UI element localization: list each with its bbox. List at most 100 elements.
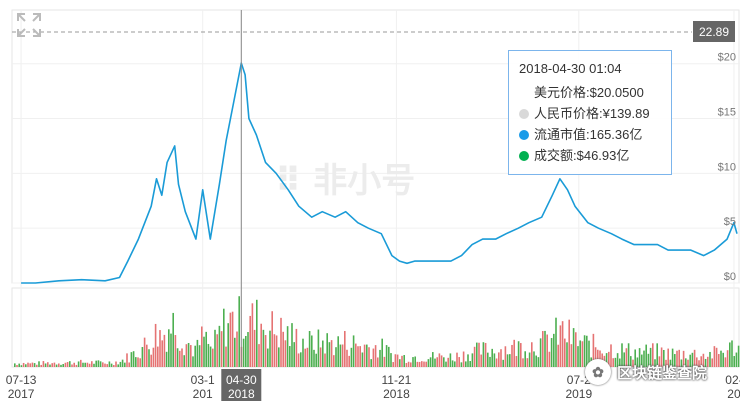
volume-bar	[344, 330, 346, 367]
volume-bar	[410, 362, 412, 367]
volume-bar	[201, 326, 203, 367]
volume-bar	[594, 347, 597, 367]
y-tick-label: $20	[718, 52, 736, 64]
volume-bar	[718, 354, 720, 367]
volume-bar	[106, 364, 108, 367]
x-tick-label: 02-	[725, 373, 740, 387]
volume-bar	[82, 362, 84, 367]
volume-bar	[236, 331, 238, 367]
volume-bar	[269, 330, 271, 367]
volume-bar	[731, 340, 733, 367]
volume-bar	[284, 340, 287, 367]
volume-bar	[665, 359, 667, 367]
volume-bar	[647, 353, 650, 367]
volume-bar	[418, 361, 421, 367]
x-tick-label: 03-1	[191, 373, 215, 387]
volume-bar	[278, 347, 280, 367]
volume-bar	[335, 347, 337, 367]
volume-bar	[273, 334, 276, 367]
volume-bar	[575, 332, 577, 367]
volume-bar	[249, 315, 251, 367]
volume-bar	[203, 336, 205, 367]
volume-bar	[245, 336, 247, 367]
watermark-account: 区块链鉴查院	[617, 364, 708, 382]
crosshair: 22.89	[12, 10, 735, 367]
volume-bar	[689, 354, 691, 367]
volume-bar	[315, 353, 317, 367]
volume-bar	[163, 334, 166, 367]
volume-bar	[137, 357, 139, 367]
current-price-tag	[693, 21, 735, 42]
volume-bar	[722, 352, 724, 367]
volume-bar	[62, 364, 64, 367]
volume-bar	[458, 357, 460, 367]
volume-bar	[682, 350, 685, 367]
volume-bar	[726, 350, 729, 367]
volume-bar	[696, 357, 698, 367]
volume-bar	[121, 359, 124, 367]
volume-bar	[476, 342, 478, 367]
volume-bar	[535, 355, 537, 367]
volume-bar	[412, 357, 414, 367]
volume-bar	[218, 325, 221, 367]
volume-bar	[324, 353, 326, 367]
volume-bar	[38, 361, 40, 367]
volume-bar	[84, 362, 86, 367]
volume-bar	[256, 299, 258, 367]
volume-bar	[702, 353, 705, 367]
volume-bar	[198, 345, 201, 367]
volume-bar	[522, 358, 524, 367]
volume-bar	[515, 356, 518, 367]
volume-bar	[304, 348, 306, 367]
volume-bar	[49, 364, 51, 367]
volume-bar	[443, 357, 445, 367]
volume-bar	[403, 355, 405, 367]
volume-bar	[271, 311, 273, 367]
watermark-logo-text: ⠿ 非小号	[275, 161, 415, 201]
volume-bar	[555, 317, 557, 367]
volume-bar	[526, 358, 529, 367]
y-tick-label: $15	[718, 107, 736, 119]
volume-bar	[359, 346, 361, 367]
x-tick-highlight-bg	[221, 369, 262, 401]
volume-bar	[66, 362, 69, 367]
volume-bar	[660, 347, 663, 367]
x-tick-label: 11-21	[382, 373, 412, 387]
volume-bar	[339, 344, 342, 367]
volume-bar	[377, 357, 379, 367]
volume-bar	[388, 346, 390, 367]
volume-bar	[47, 362, 49, 367]
volume-bar	[656, 343, 658, 367]
tooltip-volume: 成交额:$46.93亿	[534, 148, 630, 163]
volume-bar	[414, 356, 416, 367]
volume-bar	[97, 360, 100, 367]
volume-bar	[654, 359, 656, 367]
volume-bar	[379, 349, 381, 367]
volume-bar	[190, 345, 192, 367]
volume-bar	[737, 345, 740, 367]
volume-bar	[614, 357, 617, 367]
volume-bar	[561, 321, 564, 367]
volume-bar	[196, 339, 199, 367]
volume-bar	[192, 356, 194, 367]
volume-bar	[128, 362, 130, 367]
volume-bar	[480, 354, 482, 367]
x-tick-year-label: 2019	[565, 387, 592, 401]
volume-bar	[599, 350, 601, 367]
tooltip-volume-row: 成交额:$46.93亿	[519, 145, 661, 166]
axes: $20$15$10$5$007-13201703-120104-30201811…	[6, 52, 740, 401]
volume-bar	[207, 343, 210, 367]
volume-bar	[537, 357, 540, 367]
volume-bar	[542, 331, 544, 367]
tooltip-cny-price: 人民币价格:¥139.89	[534, 106, 650, 121]
volume-bar	[396, 354, 399, 367]
volume-bar	[636, 357, 639, 367]
volume-bar	[135, 357, 137, 367]
volume-bar	[176, 348, 179, 367]
fullscreen-icon[interactable]	[16, 12, 42, 38]
volume-bar	[73, 362, 75, 367]
volume-bar	[592, 333, 595, 367]
x-tick-year-label: 2017	[8, 387, 35, 401]
x-tick-year-label: 20	[727, 387, 740, 401]
